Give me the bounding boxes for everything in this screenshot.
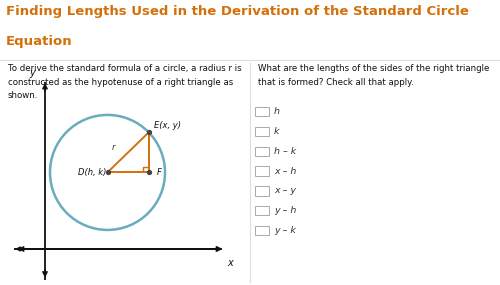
Text: x – y: x – y (274, 186, 296, 196)
Text: h: h (274, 107, 280, 116)
Text: What are the lengths of the sides of the right triangle
that is formed? Check al: What are the lengths of the sides of the… (258, 64, 489, 87)
Bar (255, 166, 269, 176)
Bar (255, 186, 269, 196)
Text: E(x, y): E(x, y) (154, 121, 181, 130)
Bar (255, 206, 269, 215)
Text: F: F (156, 168, 162, 177)
Text: x: x (228, 258, 233, 268)
Bar (255, 146, 269, 156)
Text: Finding Lengths Used in the Derivation of the Standard Circle: Finding Lengths Used in the Derivation o… (6, 5, 469, 18)
Bar (255, 107, 269, 116)
Text: y – h: y – h (274, 206, 296, 215)
Bar (255, 127, 269, 136)
Text: Equation: Equation (6, 35, 72, 48)
Text: y: y (30, 68, 36, 78)
Text: k: k (274, 127, 279, 136)
Text: y – k: y – k (274, 226, 295, 235)
Text: D(h, k): D(h, k) (78, 168, 106, 177)
Text: x – h: x – h (274, 166, 296, 176)
Bar (255, 226, 269, 235)
Text: h – k: h – k (274, 147, 296, 156)
Text: To derive the standard formula of a circle, a radius r is
constructed as the hyp: To derive the standard formula of a circ… (8, 64, 241, 100)
Text: r: r (112, 143, 115, 152)
